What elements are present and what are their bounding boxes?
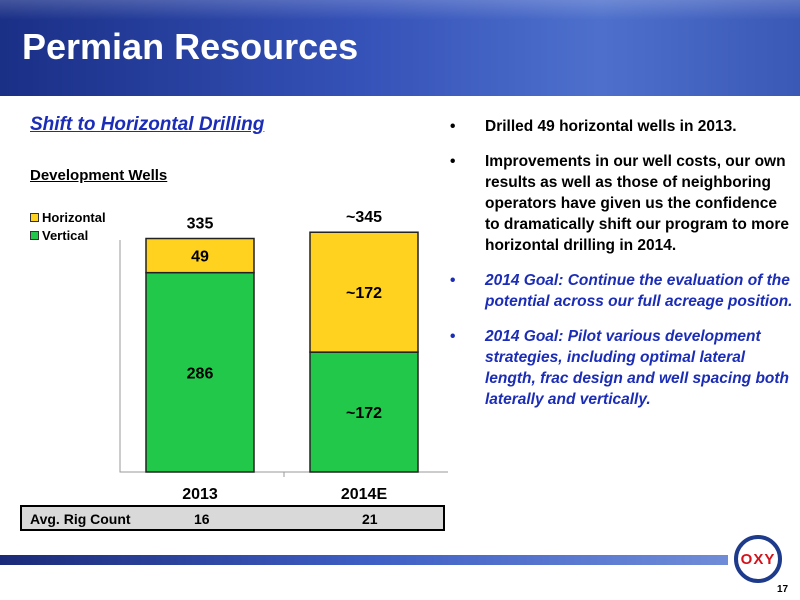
bullet-text: 2014 Goal: Pilot various development str… [485,328,790,408]
bullet-dot: • [450,118,456,135]
bar-horizontal-2014e [309,231,419,353]
bar-vertical-2014e [309,351,419,473]
x-tick-label: 2014E [341,486,388,503]
legend-item-horizontal: Horizontal [30,208,106,226]
chart-label: Development Wells [30,167,168,184]
bullet-item: • Drilled 49 horizontal wells in 2013. [450,116,795,137]
page-number: 17 [777,584,789,595]
legend-item-vertical: Vertical [30,226,106,244]
legend-swatch-vertical [30,230,39,240]
footer-bar [0,555,728,565]
data-label: 286 [187,365,214,382]
bullet-dot: • [450,328,456,345]
bullet-text: Drilled 49 horizontal wells in 2013. [485,118,737,135]
chart-legend: Horizontal Vertical [30,208,106,244]
data-label: ~172 [346,285,382,302]
legend-swatch-horizontal [30,212,39,222]
bullet-list: • Drilled 49 horizontal wells in 2013. •… [450,116,795,424]
oxy-logo: OXY [734,535,782,583]
slide-header: Permian Resources [0,0,800,96]
bullet-text: Improvements in our well costs, our own … [485,153,790,254]
slide-title: Permian Resources [22,26,359,67]
development-wells-chart: 286 49 335 2013 ~172 ~172 ~345 2014E [119,209,448,503]
total-label: ~345 [346,209,382,226]
bullet-item-goal: • 2014 Goal: Pilot various development s… [450,326,795,410]
rig-count-2013: 16 [194,511,210,527]
rig-count-table: Avg. Rig Count 16 21 [20,505,445,531]
legend-label-vertical: Vertical [42,227,89,243]
x-tick-label: 2013 [182,486,218,503]
header-shine [0,0,800,20]
bullet-item-goal: • 2014 Goal: Continue the evaluation of … [450,270,795,312]
total-label: 335 [187,216,214,233]
bar-vertical-2013 [145,271,255,473]
bullet-dot: • [450,272,456,289]
data-label: ~172 [346,405,382,422]
data-label: 49 [191,249,209,266]
section-subtitle: Shift to Horizontal Drilling [30,114,265,135]
rig-count-label: Avg. Rig Count [30,511,131,527]
bar-horizontal-2013 [145,237,255,274]
bullet-item: • Improvements in our well costs, our ow… [450,151,795,256]
bullet-text: 2014 Goal: Continue the evaluation of th… [485,272,793,310]
rig-count-2014e: 21 [362,511,378,527]
legend-label-horizontal: Horizontal [42,209,106,225]
bullet-dot: • [450,153,456,170]
logo-text: OXY [740,551,776,568]
